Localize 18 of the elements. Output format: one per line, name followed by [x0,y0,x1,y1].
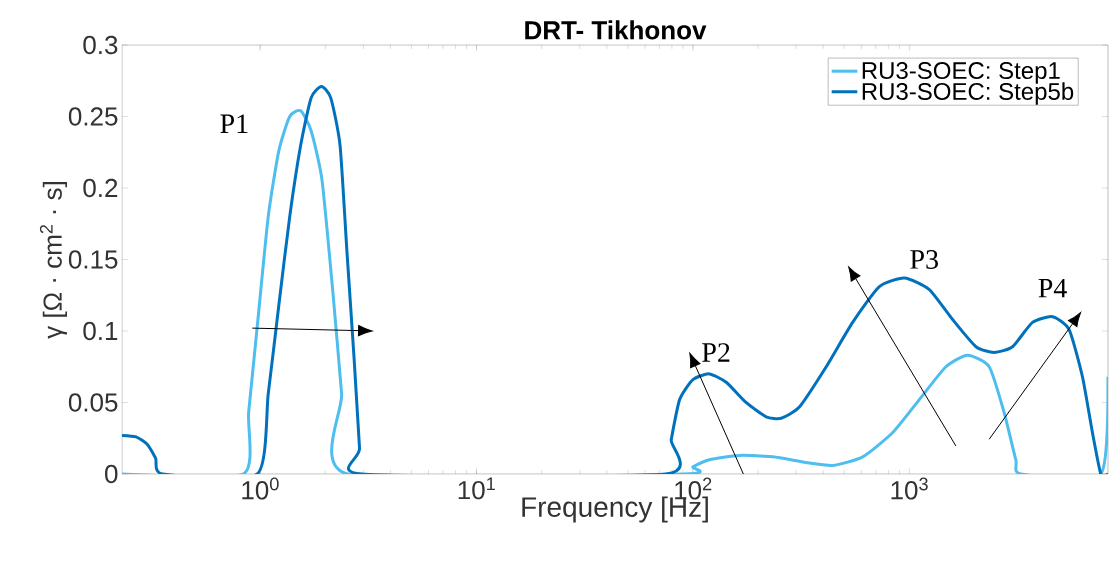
y-tick-label: 0.1 [83,321,118,341]
y-tick-label: 0.05 [68,393,118,412]
legend-label: RU3-SOEC: Step1 [862,62,1060,84]
legend-label: RU3-SOEC: Step5b [862,82,1074,105]
y-tick-label: 0.2 [83,178,118,198]
annotation: P4 [1038,278,1067,298]
x-tick-label: 10$^{1}$ [458,477,495,500]
x-tick-label: 10$^{0}$ [242,477,279,500]
annotation: P3 [910,250,938,269]
chart-title: DRT- Tikhonov [525,20,707,40]
y-tick-label: 0.25 [68,107,118,126]
annotation: P1 [220,114,248,133]
annotation: P2 [702,343,730,362]
x-tick-label: 10$^{3}$ [891,477,928,500]
y-tick-label: 0.3 [83,35,118,55]
y-axis-title: γ [Ω · cm$^{2}$ · s] [39,182,68,339]
y-tick-label: 0.15 [68,250,118,269]
y-tick-label: 0 [105,464,118,484]
